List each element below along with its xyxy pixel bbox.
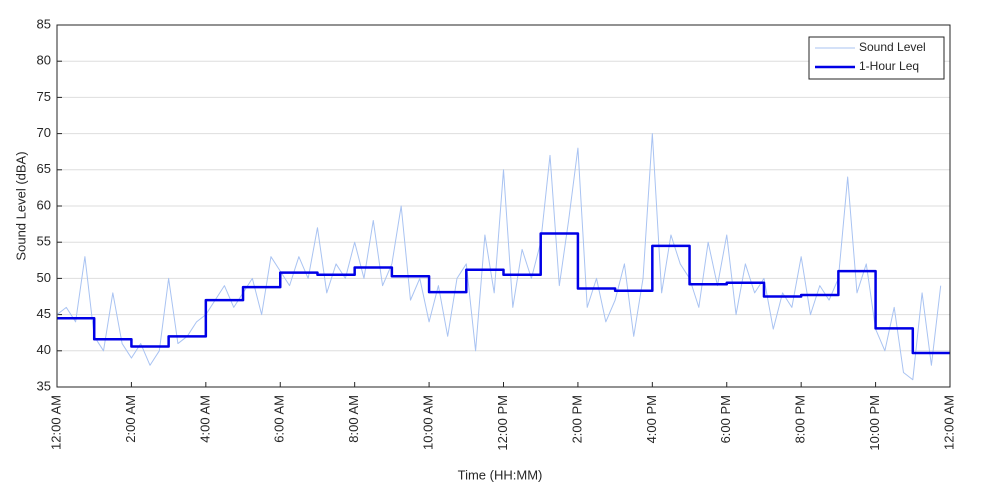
x-tick-label: 4:00 PM — [644, 395, 659, 443]
y-tick-label: 70 — [37, 125, 51, 140]
x-tick-label: 12:00 PM — [495, 395, 510, 451]
y-tick-label: 85 — [37, 16, 51, 31]
y-tick-label: 65 — [37, 161, 51, 176]
x-tick-label: 6:00 PM — [718, 395, 733, 443]
x-axis-label: Time (HH:MM) — [458, 467, 543, 482]
x-tick-label: 4:00 AM — [197, 395, 212, 443]
y-tick-label: 45 — [37, 306, 51, 321]
legend-label: Sound Level — [859, 40, 926, 54]
y-tick-label: 55 — [37, 234, 51, 249]
line — [56, 133, 942, 381]
legend-label: 1-Hour Leq — [859, 59, 919, 73]
y-tick-label: 75 — [37, 89, 51, 104]
x-tick-label: 12:00 AM — [941, 395, 956, 450]
y-tick-label: 35 — [37, 378, 51, 393]
y-axis-label: Sound Level (dBA) — [13, 151, 28, 260]
x-tick-label: 2:00 AM — [123, 395, 138, 443]
y-tick-label: 50 — [37, 270, 51, 285]
y-tick-label: 80 — [37, 53, 51, 68]
x-tick-label: 6:00 AM — [272, 395, 287, 443]
x-tick-label: 12:00 AM — [48, 395, 63, 450]
x-tick-label: 8:00 AM — [346, 395, 361, 443]
y-tick-label: 60 — [37, 197, 51, 212]
plot-frame — [56, 24, 951, 388]
step-line — [57, 232, 950, 355]
y-tick-label: 40 — [37, 342, 51, 357]
x-tick-label: 10:00 AM — [421, 395, 436, 450]
x-tick-label: 8:00 PM — [793, 395, 808, 443]
x-tick-label: 2:00 PM — [569, 395, 584, 443]
legend-box — [808, 36, 945, 80]
x-tick-label: 10:00 PM — [867, 395, 882, 451]
